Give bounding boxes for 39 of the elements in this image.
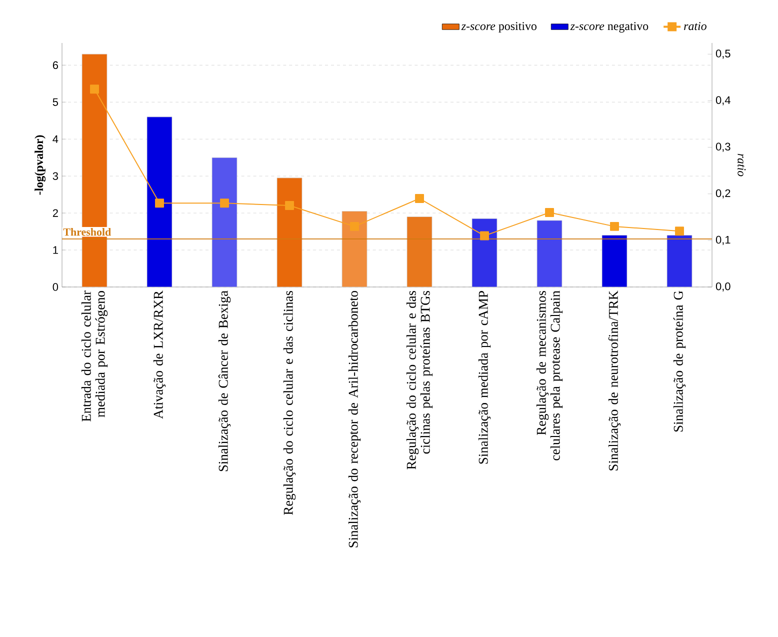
y-tick-label: 6: [52, 61, 58, 70]
y-tick-label: 0: [52, 283, 58, 291]
x-tick-label: Regulação do ciclo celular e das ciclinas pelas proteínas BTGs: [406, 290, 433, 470]
y-tick-label: 1: [53, 246, 58, 254]
legend-label: z-score negativo: [570, 22, 648, 33]
point: [350, 222, 359, 231]
legend-label: ratio: [684, 22, 706, 30]
point: [480, 231, 489, 240]
ref-line-label: Threshold: [63, 228, 111, 236]
point: [675, 226, 684, 236]
point: [155, 198, 164, 208]
y2-tick-label: 0,5: [716, 50, 730, 59]
x-tick-label: Sinalização de proteína G: [673, 290, 686, 432]
y-tick-label: 4: [52, 135, 58, 143]
y2-axis-title: ratio: [738, 154, 746, 176]
x-tick-label: Sinalização mediada por cAMP: [478, 291, 491, 464]
y-axis-title: -log(pvalor): [34, 135, 46, 195]
y2-tick-label: 0,4: [716, 96, 730, 106]
y-tick-label: 3: [52, 172, 58, 180]
y-tick-label: 2: [52, 209, 58, 217]
point: [415, 194, 424, 203]
y2-tick-label: 0,1: [716, 236, 730, 245]
x-tick-label: Sinalização de neurotrofina/TRK: [608, 290, 621, 470]
x-tick-label: Sinalização do receptor de Aril-hidrocarboneto: [348, 290, 361, 548]
x-tick-label: Sinalização de Câncer de Bexiga: [218, 290, 231, 472]
point: [610, 222, 619, 231]
x-tick-label: Regulação de mecanismos celulares pela protease Calpain: [536, 290, 563, 460]
point: [220, 198, 229, 208]
y2-tick-label: 0,0: [716, 282, 730, 292]
point: [545, 208, 554, 217]
legend-label: z-score positivo: [461, 22, 536, 33]
x-tick-label: Ativação de LXR/RXR: [153, 290, 166, 419]
y2-tick-label: 0,3: [716, 142, 730, 152]
point: [285, 201, 294, 210]
y2-tick-label: 0,2: [716, 189, 730, 198]
x-tick-label: Regulação do ciclo celular e das ciclinas: [283, 290, 296, 515]
x-tick-label: Entrada do ciclo celular mediada por Estrógeno: [81, 290, 108, 422]
y-tick-label: 5: [52, 98, 58, 106]
point: [90, 84, 99, 94]
